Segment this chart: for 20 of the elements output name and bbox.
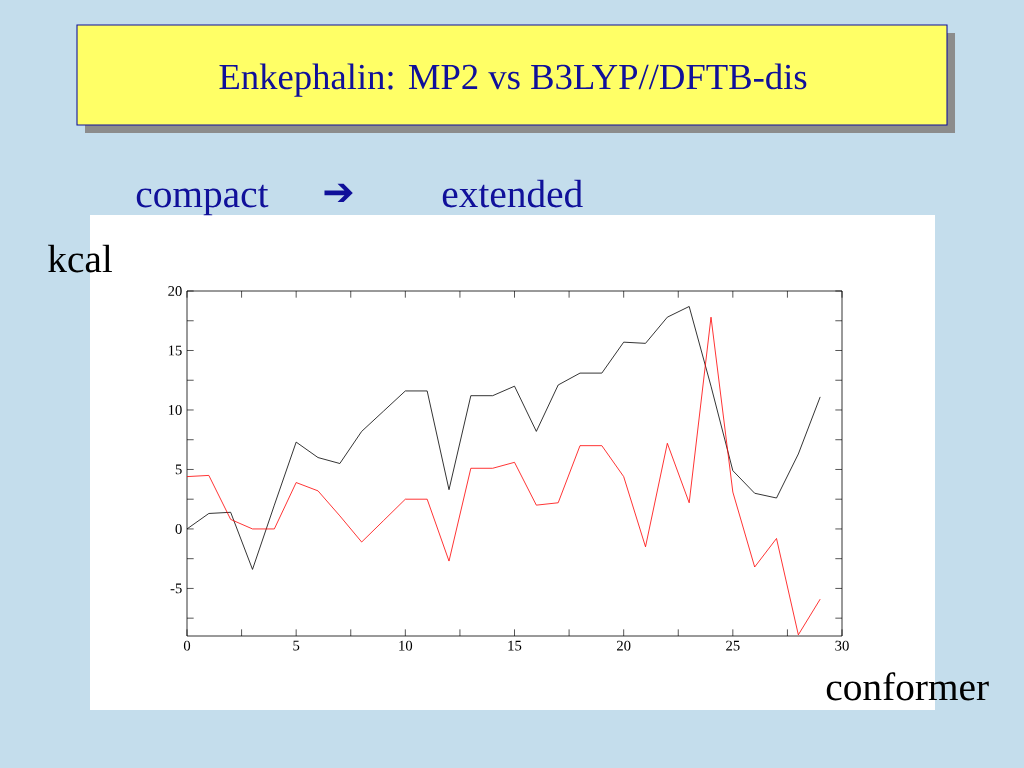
x-tick-label: 30 — [835, 640, 849, 651]
text: extended — [442, 179, 583, 208]
x-axis-title: conformer — [826, 672, 989, 701]
text: ➔ — [324, 183, 353, 203]
x-tick-label: 0 — [183, 640, 191, 651]
chart-title: Enkephalin: MP2 vs B3LYP//DFTB-dis — [219, 63, 807, 97]
x-tick-label: 15 — [508, 640, 522, 651]
line-series — [187, 316, 821, 636]
x-tick-label: 10 — [399, 640, 413, 651]
y-tick-label: 15 — [168, 345, 182, 356]
y-axis-title: kcal — [48, 244, 113, 273]
text: compact — [136, 184, 269, 216]
y-tick-label: 20 — [168, 286, 182, 296]
x-tick-label: 20 — [616, 640, 631, 651]
y-tick-label: -5 — [170, 583, 182, 594]
y-tick-label: 0 — [175, 524, 182, 534]
x-tick-label: 25 — [726, 640, 740, 651]
y-tick-label: 10 — [168, 405, 182, 415]
y-tick-label: 5 — [175, 464, 182, 475]
x-tick-label: 5 — [293, 640, 300, 651]
